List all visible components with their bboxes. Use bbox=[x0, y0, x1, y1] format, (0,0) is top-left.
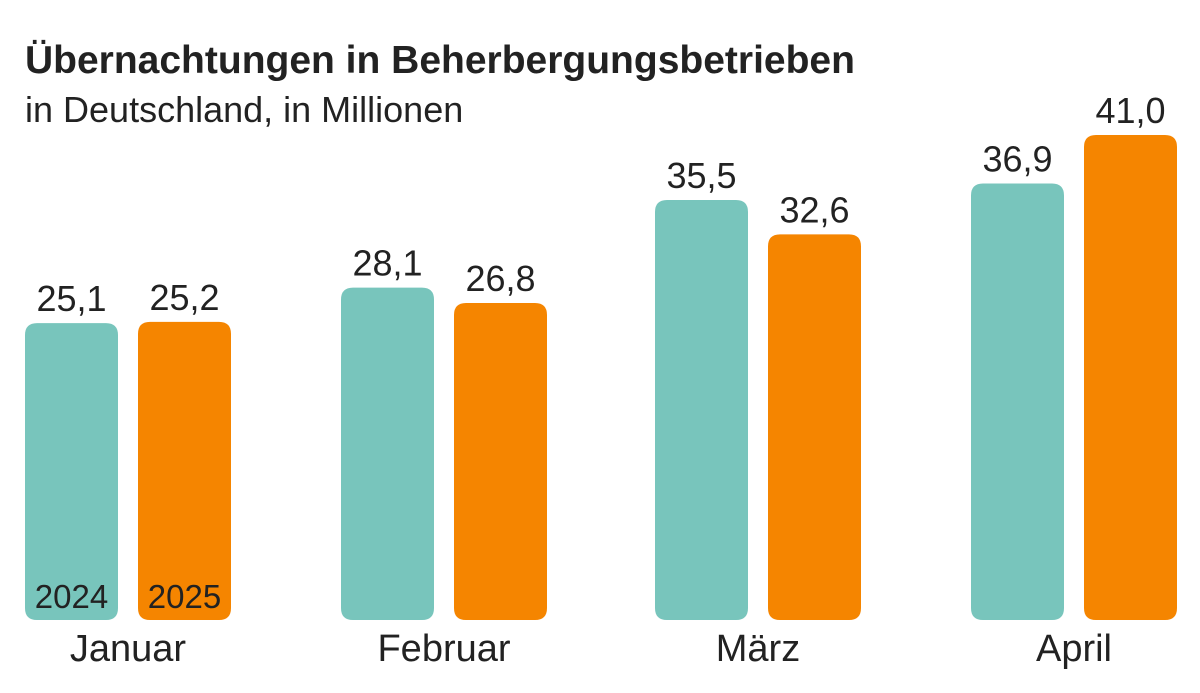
x-tick-label: Februar bbox=[377, 628, 510, 670]
data-label: 25,2 bbox=[149, 277, 219, 318]
chart-subtitle: in Deutschland, in Millionen bbox=[25, 89, 463, 130]
data-label: 32,6 bbox=[779, 189, 849, 230]
chart-title: Übernachtungen in Beherbergungsbetrieben bbox=[25, 39, 855, 82]
bar-2025-April bbox=[1084, 135, 1177, 620]
bar-2024-März bbox=[655, 200, 748, 620]
bar-2025-Februar bbox=[454, 302, 547, 620]
data-label: 36,9 bbox=[982, 139, 1052, 180]
bar-2024-Januar bbox=[25, 323, 118, 620]
x-tick-label: Januar bbox=[70, 628, 187, 670]
x-tick-label: März bbox=[716, 628, 800, 670]
legend-label-2025: 2025 bbox=[148, 578, 221, 615]
data-label: 41,0 bbox=[1095, 90, 1165, 131]
data-label: 26,8 bbox=[465, 258, 535, 299]
data-label: 25,1 bbox=[36, 278, 106, 319]
legend-label-2024: 2024 bbox=[35, 578, 108, 615]
bar-2024-April bbox=[971, 183, 1064, 620]
bar-2025-März bbox=[768, 234, 861, 621]
data-label: 35,5 bbox=[666, 155, 736, 196]
bar-2025-Januar bbox=[138, 321, 231, 620]
x-tick-label: April bbox=[1036, 628, 1112, 670]
data-label: 28,1 bbox=[352, 243, 422, 284]
bar-2024-Februar bbox=[341, 287, 434, 620]
